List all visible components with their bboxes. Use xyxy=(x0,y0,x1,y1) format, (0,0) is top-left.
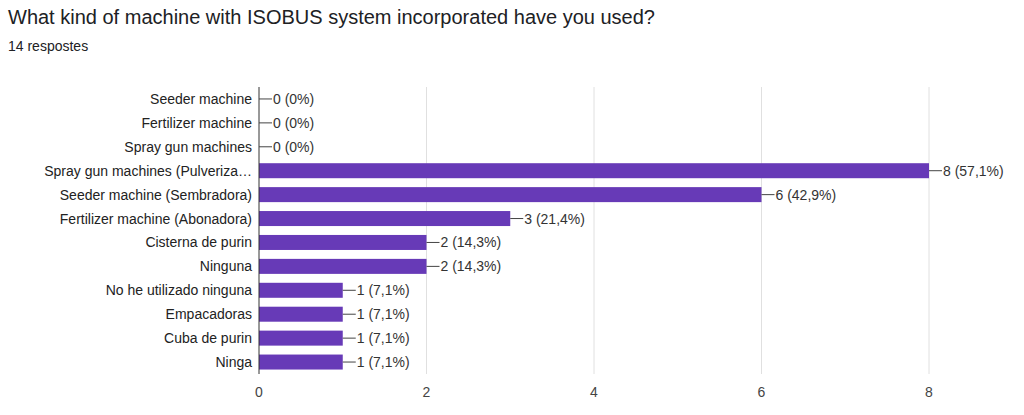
bar xyxy=(259,355,343,370)
category-label: Cisterna de purin xyxy=(145,234,252,250)
category-label: Cuba de purin xyxy=(164,330,252,346)
bar xyxy=(259,211,510,226)
category-label: Spray gun machines xyxy=(124,139,252,155)
grid-line xyxy=(426,87,427,374)
data-label: 6 (42,9%) xyxy=(776,187,837,203)
bars xyxy=(259,163,929,369)
data-label: 0 (0%) xyxy=(273,139,314,155)
category-label: Spray gun machines (Pulveriza… xyxy=(44,163,252,179)
category-label: Fertilizer machine (Abonadora) xyxy=(60,211,252,227)
label-connector xyxy=(427,266,440,267)
axis-line xyxy=(259,87,260,374)
bar xyxy=(259,163,929,178)
grid-line xyxy=(761,87,762,374)
label-connector xyxy=(259,146,272,147)
data-label: 1 (7,1%) xyxy=(357,354,410,370)
category-label: Ninguna xyxy=(200,258,252,274)
bar xyxy=(259,307,343,322)
chart: What kind of machine with ISOBUS system … xyxy=(0,0,1024,415)
tick-label: 6 xyxy=(758,384,766,400)
label-connector xyxy=(259,122,272,123)
data-label: 1 (7,1%) xyxy=(357,306,410,322)
data-label: 2 (14,3%) xyxy=(441,258,502,274)
data-label: 8 (57,1%) xyxy=(943,163,1004,179)
data-label: 1 (7,1%) xyxy=(357,282,410,298)
label-connector xyxy=(343,314,356,315)
tick-label: 8 xyxy=(925,384,933,400)
category-label: No he utilizado ninguna xyxy=(106,282,253,298)
label-connector xyxy=(762,194,775,195)
category-label: Seeder machine (Sembradora) xyxy=(60,187,252,203)
grid-line xyxy=(929,87,930,374)
label-connector xyxy=(343,338,356,339)
bar xyxy=(259,259,427,274)
label-connector xyxy=(929,170,942,171)
axis-baseline xyxy=(259,374,929,375)
label-connector xyxy=(259,98,272,99)
data-label: 3 (21,4%) xyxy=(524,211,585,227)
subtitle: 14 respostes xyxy=(8,38,88,54)
category-label: Fertilizer machine xyxy=(142,115,253,131)
data-label: 1 (7,1%) xyxy=(357,330,410,346)
bar xyxy=(259,235,427,250)
category-label: Ninga xyxy=(215,354,252,370)
bar xyxy=(259,187,762,202)
bar xyxy=(259,331,343,346)
label-connector xyxy=(510,218,523,219)
bar xyxy=(259,283,343,298)
data-label: 0 (0%) xyxy=(273,91,314,107)
label-connector xyxy=(343,290,356,291)
category-label: Seeder machine xyxy=(150,91,252,107)
data-label: 0 (0%) xyxy=(273,115,314,131)
tick-label: 0 xyxy=(255,384,263,400)
tick-label: 4 xyxy=(590,384,598,400)
title: What kind of machine with ISOBUS system … xyxy=(8,6,655,28)
tick-label: 2 xyxy=(423,384,431,400)
grid-line xyxy=(594,87,595,374)
category-label: Empacadoras xyxy=(166,306,252,322)
data-label: 2 (14,3%) xyxy=(441,234,502,250)
label-connector xyxy=(343,362,356,363)
label-connector xyxy=(427,242,440,243)
